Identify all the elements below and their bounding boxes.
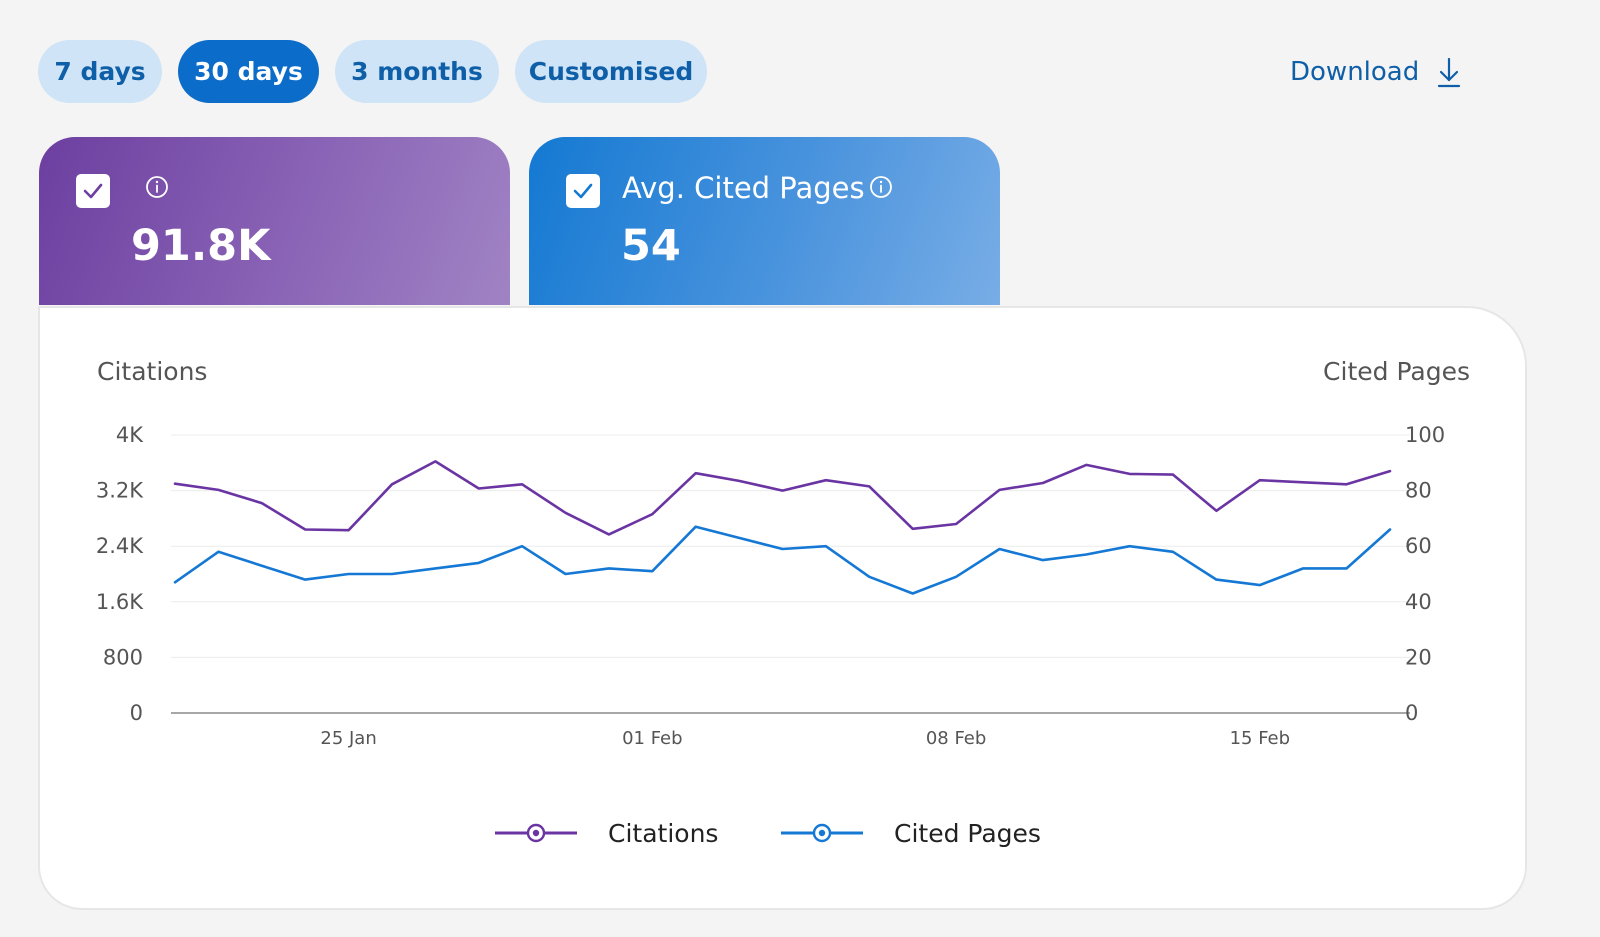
download-button[interactable]: Download — [1290, 50, 1461, 94]
left-axis-title: Citations — [97, 357, 207, 386]
download-icon — [1438, 57, 1461, 88]
range-customised-button[interactable]: Customised — [515, 40, 707, 103]
legend-label-citations[interactable]: Citations — [608, 819, 718, 848]
left-tick-label: 1.6K — [96, 590, 144, 614]
x-tick-label: 25 Jan — [320, 728, 376, 749]
left-tick-label: 800 — [103, 645, 143, 669]
legend-marker-dot — [532, 829, 540, 837]
kpi-card-citations[interactable]: 91.8K — [39, 137, 510, 305]
chart-card: Citations Cited Pages 0 800 1.6K 2.4K 3.2K 4K 0 2… — [38, 306, 1527, 910]
x-tick-label: 01 Feb — [622, 728, 683, 749]
kpi-label-cited-pages: Avg. Cited Pages — [622, 171, 865, 205]
line-chart: Citations Cited Pages 0 800 1.6K 2.4K 3.2K 4K 0 2… — [96, 357, 1470, 848]
kpi-card-cited-pages[interactable]: Avg. Cited Pages 54 — [529, 137, 1000, 305]
range-7-days-button[interactable]: 7 days — [38, 40, 162, 103]
left-tick-label: 3.2K — [96, 479, 144, 503]
download-label: Download — [1290, 57, 1420, 87]
right-tick-label: 100 — [1405, 423, 1445, 447]
right-axis-title: Cited Pages — [1323, 357, 1470, 386]
cited-pages-checkbox[interactable] — [566, 174, 600, 208]
series-line-citations[interactable] — [173, 460, 1392, 536]
series-line-cited-pages[interactable] — [173, 525, 1392, 595]
citations-checkbox[interactable] — [76, 174, 110, 208]
info-icon[interactable] — [869, 175, 893, 199]
kpi-value-citations: 91.8K — [131, 221, 271, 271]
kpi-value-cited-pages: 54 — [621, 221, 681, 271]
right-tick-label: 80 — [1405, 479, 1432, 503]
left-tick-label: 0 — [130, 701, 143, 725]
left-tick-label: 2.4K — [96, 534, 144, 558]
range-30-days-button[interactable]: 30 days — [178, 40, 319, 103]
right-tick-label: 60 — [1405, 534, 1432, 558]
range-3-months-button[interactable]: 3 months — [335, 40, 499, 103]
checkmark-icon — [83, 183, 103, 199]
info-icon[interactable] — [145, 175, 169, 199]
checkmark-icon — [573, 183, 593, 199]
right-tick-label: 0 — [1405, 701, 1418, 725]
left-tick-label: 4K — [116, 423, 144, 447]
right-tick-label: 20 — [1405, 645, 1432, 669]
legend-marker-dot — [818, 829, 826, 837]
x-tick-label: 15 Feb — [1230, 728, 1291, 749]
x-tick-label: 08 Feb — [926, 728, 987, 749]
right-tick-label: 40 — [1405, 590, 1432, 614]
legend-label-cited-pages[interactable]: Cited Pages — [894, 819, 1041, 848]
